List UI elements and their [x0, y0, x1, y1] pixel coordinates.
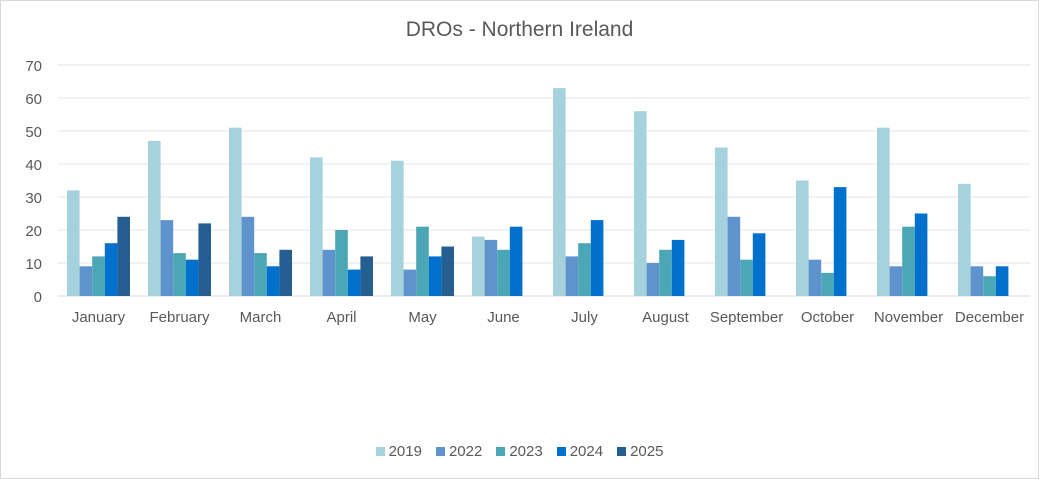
y-tick-label: 50 [25, 124, 42, 141]
y-tick-label: 40 [25, 157, 42, 174]
bar-2022-december [970, 266, 984, 296]
chart-title: DROs - Northern Ireland [405, 18, 634, 41]
bar-2024-july [590, 220, 604, 296]
bar-2024-may [428, 256, 442, 296]
x-tick-label: May [408, 309, 437, 326]
bar-2023-august [659, 249, 672, 296]
bar-2024-january [104, 243, 118, 296]
legend-label: 2019 [388, 443, 422, 460]
y-tick-label: 20 [25, 223, 42, 240]
bar-2023-january [92, 256, 105, 296]
bar-2023-september [740, 259, 753, 296]
bar-2023-november [902, 226, 915, 296]
legend-swatch [556, 447, 566, 456]
x-tick-label: June [487, 309, 520, 326]
x-tick-label: April [326, 309, 356, 326]
x-tick-label: February [149, 309, 210, 326]
bar-2025-january [117, 216, 130, 296]
bar-2019-may [391, 160, 404, 296]
bar-2023-july [578, 243, 591, 296]
bar-2024-october [833, 187, 847, 296]
legend-item-2023: 2023 [496, 443, 543, 460]
bar-2019-november [877, 127, 890, 296]
bar-2024-september [752, 233, 766, 296]
bar-2024-june [509, 226, 523, 296]
x-tick-label: July [571, 309, 598, 326]
x-tick-label: September [710, 309, 783, 326]
bar-2022-september [727, 216, 741, 296]
bar-2023-june [497, 249, 510, 296]
bar-2019-june [472, 236, 485, 296]
bar-2022-october [808, 259, 822, 296]
bar-2022-february [160, 220, 174, 296]
bar-2023-december [983, 276, 996, 296]
bar-2019-july [553, 88, 566, 296]
bar-2019-january [67, 190, 80, 296]
legend-item-2024: 2024 [556, 443, 604, 460]
bar-2019-september [715, 147, 728, 296]
legend-swatch [435, 447, 445, 456]
bar-2023-march [254, 253, 267, 296]
legend-label: 2024 [569, 443, 604, 460]
bar-2022-june [484, 239, 498, 296]
bar-2024-november [914, 213, 928, 296]
bar-2022-august [646, 263, 660, 296]
bar-2019-april [310, 157, 323, 296]
bar-2022-march [241, 216, 255, 296]
legend-swatch [496, 447, 506, 456]
y-tick-label: 10 [25, 256, 42, 273]
legend-swatch [617, 447, 627, 456]
x-tick-label: March [240, 309, 282, 326]
bar-2024-december [995, 266, 1009, 296]
bar-2023-october [821, 272, 834, 296]
legend-item-2019: 2019 [375, 443, 422, 460]
y-tick-label: 60 [25, 91, 42, 108]
x-tick-label: December [955, 309, 1024, 326]
bar-2019-march [229, 127, 242, 296]
x-tick-label: January [72, 309, 126, 326]
bar-2024-august [671, 239, 685, 296]
bar-2019-february [148, 140, 161, 296]
legend-item-2022: 2022 [435, 443, 483, 460]
bar-2023-april [335, 230, 348, 296]
y-tick-label: 70 [25, 58, 42, 75]
bar-2025-may [441, 246, 454, 296]
bar-2019-october [796, 180, 809, 296]
legend-swatch [375, 447, 385, 456]
legend-item-2025: 2025 [617, 443, 663, 460]
legend: 2019 2022 2023 2024 2025 [0, 443, 1039, 460]
bar-2022-january [79, 266, 93, 296]
legend-label: 2025 [630, 443, 664, 460]
legend-label: 2022 [448, 443, 483, 460]
bar-2025-april [360, 256, 373, 296]
legend-label: 2023 [509, 443, 543, 460]
bar-2019-august [634, 111, 647, 296]
bar-2025-february [198, 223, 211, 296]
bar-2022-may [403, 269, 417, 296]
bar-2023-february [173, 253, 186, 296]
x-tick-label: August [642, 309, 690, 326]
bar-2024-april [347, 269, 361, 296]
x-tick-label: October [801, 309, 854, 326]
y-tick-label: 30 [25, 190, 42, 207]
bar-2024-march [266, 266, 280, 296]
bar-2025-march [279, 249, 292, 296]
y-tick-label: 0 [34, 289, 42, 306]
bar-2022-july [565, 256, 579, 296]
bar-2024-february [185, 259, 199, 296]
bar-2022-november [889, 266, 903, 296]
bar-2019-december [958, 183, 971, 296]
bar-2023-may [416, 226, 429, 296]
x-tick-label: November [874, 309, 943, 326]
bar-2022-april [322, 249, 336, 296]
